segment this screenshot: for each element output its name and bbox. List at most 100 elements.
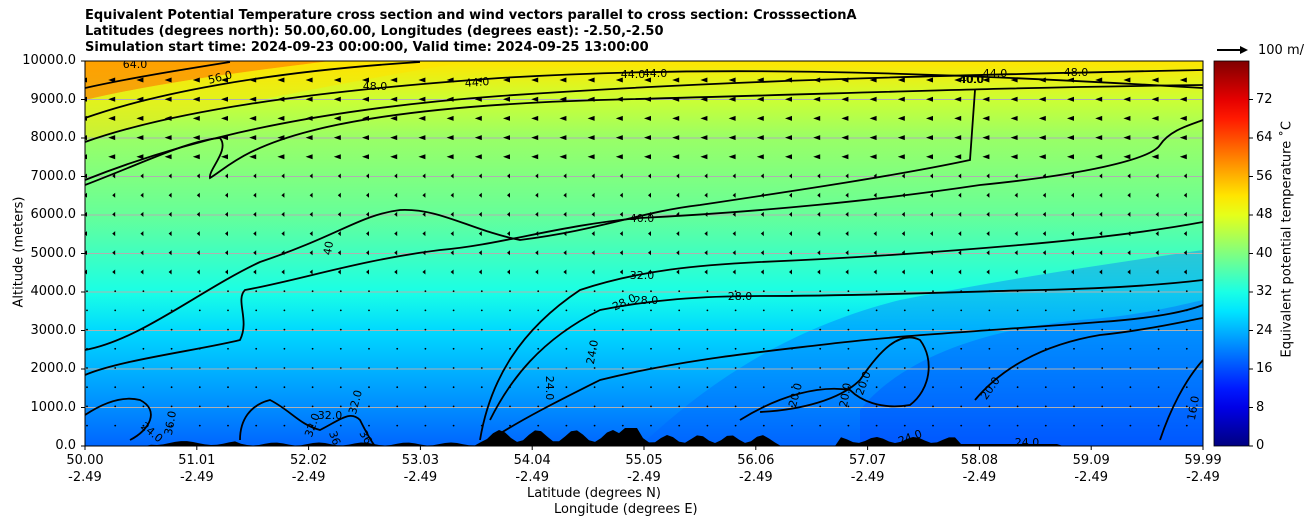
wind-vector <box>531 135 539 141</box>
wind-vector <box>114 347 117 350</box>
wind-vector <box>932 290 934 293</box>
wind-vector <box>366 269 369 275</box>
wind-vector <box>591 211 595 217</box>
wind-vector <box>422 231 426 237</box>
wind-vector <box>255 367 258 369</box>
wind-vector <box>760 250 764 256</box>
warm-region-top-left <box>85 61 330 100</box>
wind-vector <box>678 367 681 369</box>
wind-vector <box>333 96 341 102</box>
wind-vector <box>339 290 342 293</box>
wind-vector <box>565 290 568 293</box>
wind-vector <box>452 347 455 350</box>
contour-label: 40.0 <box>630 212 655 225</box>
wind-vector <box>396 290 399 293</box>
x-tick-label: 57.07 -2.49 <box>848 453 887 485</box>
wind-vector <box>1044 424 1047 427</box>
wind-vector <box>362 96 369 102</box>
contour-label: 44.0 <box>621 68 646 81</box>
wind-vector <box>503 77 510 83</box>
wind-vector <box>960 309 963 312</box>
wind-vector <box>333 77 341 83</box>
wind-vector <box>559 135 567 141</box>
wind-vector <box>700 115 708 121</box>
wind-vector <box>255 347 258 350</box>
contour-label: 40.0 <box>960 73 985 86</box>
wind-vector <box>1071 250 1074 256</box>
wind-vector <box>142 386 145 389</box>
contour-36 <box>85 119 1203 376</box>
wind-vector <box>619 231 623 237</box>
wind-vector <box>845 211 849 217</box>
wind-vector <box>621 328 624 331</box>
wind-vector <box>958 250 962 256</box>
wind-vector <box>756 135 764 141</box>
wind-vector <box>791 290 793 293</box>
wind-vector <box>112 269 116 275</box>
wind-vector <box>841 154 849 160</box>
wind-vector <box>362 135 369 141</box>
wind-vector <box>706 424 709 427</box>
wind-vector <box>452 386 455 389</box>
wind-vector <box>480 290 483 293</box>
wind-vector <box>309 173 313 179</box>
wind-vector <box>734 424 737 427</box>
wind-vector <box>198 405 201 408</box>
y-tick-label: 6000.0 <box>30 207 77 222</box>
wind-vector <box>535 173 539 179</box>
wind-vector <box>565 424 568 427</box>
wind-vector <box>168 211 172 217</box>
wind-vector <box>565 386 568 389</box>
wind-vector <box>621 367 624 369</box>
wind-vector <box>452 290 455 293</box>
wind-vector <box>619 173 623 179</box>
wind-vector <box>114 309 117 312</box>
wind-vector <box>988 405 991 408</box>
wind-vector <box>591 269 595 275</box>
wind-vector <box>986 211 990 217</box>
wind-vector <box>1016 328 1019 331</box>
x-tick-label: 59.99 -2.49 <box>1184 453 1222 485</box>
wind-vector <box>142 347 145 350</box>
wind-vector <box>847 328 850 331</box>
wind-vector <box>700 135 708 141</box>
wind-vector <box>1016 405 1019 408</box>
wind-vector <box>847 405 850 408</box>
wind-vector <box>253 269 257 275</box>
y-tick-label: 1000.0 <box>30 399 77 415</box>
wind-vector <box>168 192 172 198</box>
wind-vector <box>1129 328 1132 331</box>
contour-64 <box>85 61 231 89</box>
wind-vector <box>1183 231 1187 237</box>
wind-vector <box>450 269 454 275</box>
wind-vector <box>136 135 144 141</box>
contour-label: 44.0 <box>464 75 490 90</box>
wind-vector <box>593 405 596 408</box>
wind-vector <box>873 231 877 237</box>
wind-vector <box>227 290 229 293</box>
wind-vector <box>897 96 905 102</box>
wind-vector <box>1016 309 1019 312</box>
wind-vector <box>903 424 906 427</box>
wind-vector <box>1155 192 1159 198</box>
wind-vector <box>112 192 116 198</box>
wind-vector <box>474 135 482 141</box>
wind-vector <box>112 250 116 256</box>
wind-vector <box>897 135 905 141</box>
wind-vector <box>196 192 200 198</box>
wind-vector <box>114 386 117 389</box>
wind-vector <box>847 424 850 427</box>
wind-vector <box>873 211 877 217</box>
wind-vector <box>446 115 454 121</box>
wind-vector <box>869 96 877 102</box>
wind-vector <box>960 424 963 427</box>
wind-vector <box>1014 211 1018 217</box>
wind-vector <box>333 115 341 121</box>
wind-vector <box>706 367 709 369</box>
wind-vector <box>368 405 370 408</box>
wind-vector <box>1179 96 1187 102</box>
wind-vector <box>644 154 651 160</box>
wind-vector <box>958 192 962 198</box>
wind-vector <box>791 367 793 369</box>
wind-vector <box>531 77 539 83</box>
